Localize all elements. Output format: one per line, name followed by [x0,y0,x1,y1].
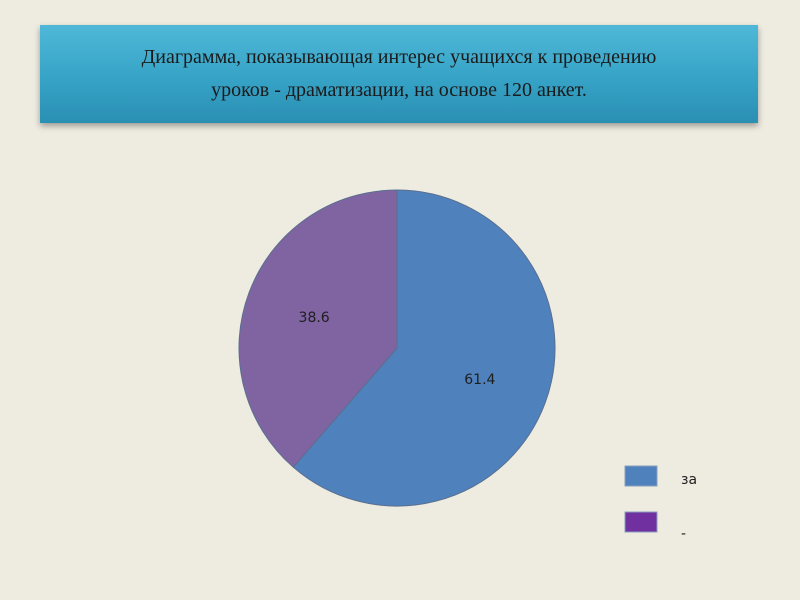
legend-label-1: - [681,526,686,542]
pie-labels: 61.4 38.6 [299,310,496,388]
title-banner: Диаграмма, показывающая интерес учащихся… [40,25,758,123]
chart-title: Диаграмма, показывающая интерес учащихся… [141,46,657,101]
pie-slice-1 [238,189,398,468]
pie-slice-label-1: 38.6 [299,310,330,326]
legend-swatch-0 [624,465,658,487]
pie-slice-0 [292,189,556,507]
legend-label-0: за [681,472,697,488]
pie-slices [238,189,556,507]
legend-swatch-1 [624,511,658,533]
chart-legend: за - [624,465,697,542]
pie-slice-label-0: 61.4 [464,372,495,388]
